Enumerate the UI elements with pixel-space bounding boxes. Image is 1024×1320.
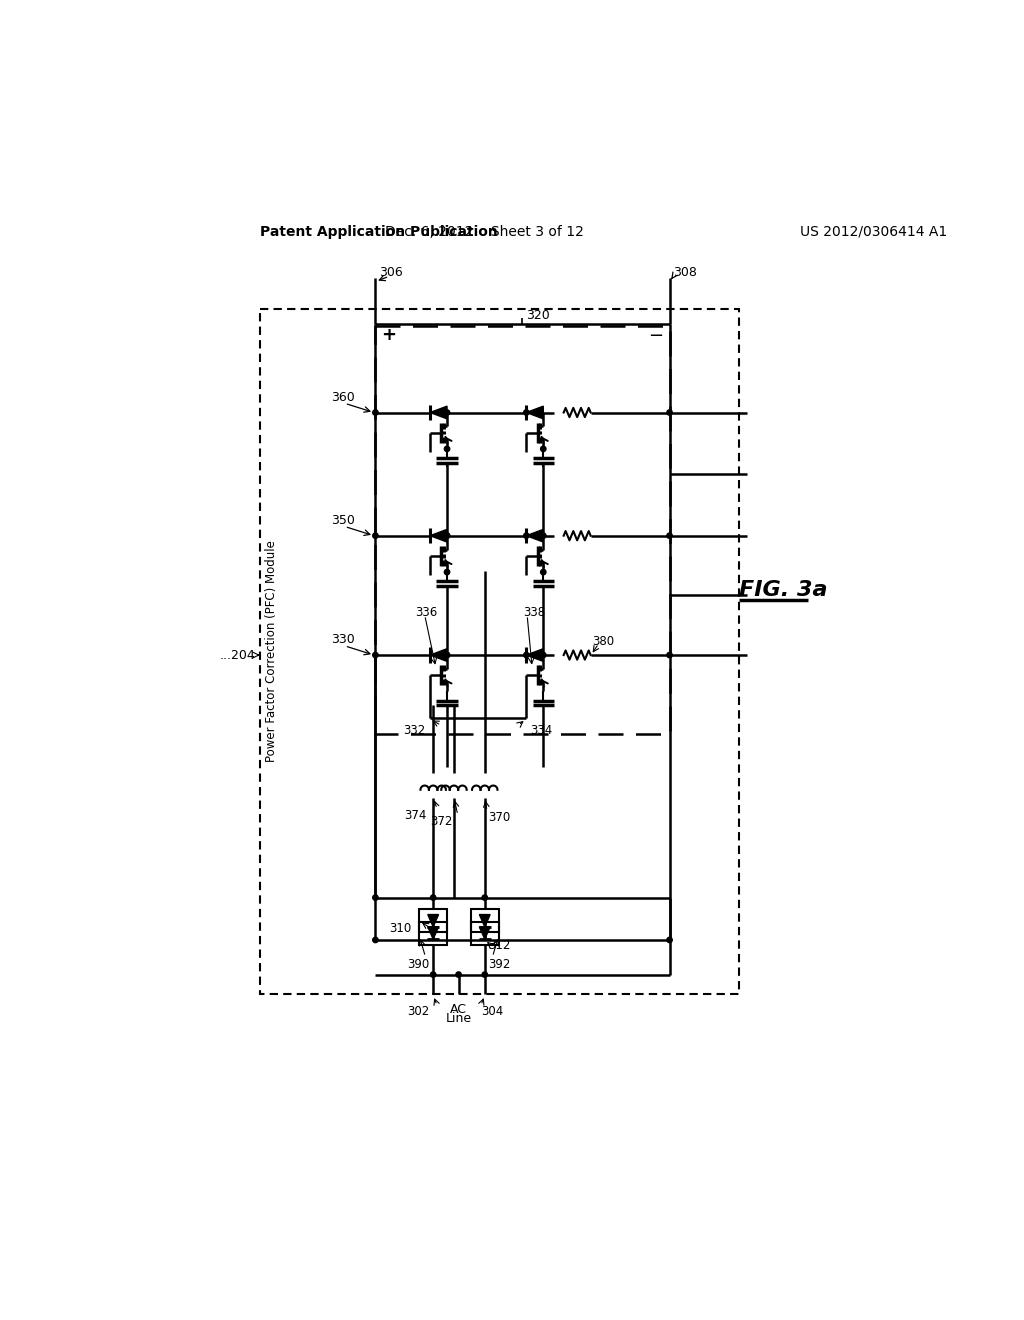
- Circle shape: [667, 533, 672, 539]
- Circle shape: [523, 533, 529, 539]
- Bar: [260, 309, 739, 994]
- Text: 338: 338: [523, 606, 546, 619]
- Text: Line: Line: [445, 1012, 472, 1026]
- Text: Dec. 6, 2012    Sheet 3 of 12: Dec. 6, 2012 Sheet 3 of 12: [385, 224, 585, 239]
- Text: 334: 334: [529, 723, 552, 737]
- Circle shape: [430, 972, 436, 977]
- Bar: [376, 326, 670, 734]
- Circle shape: [444, 446, 450, 451]
- Circle shape: [482, 895, 487, 900]
- Bar: [419, 909, 447, 932]
- Text: FIG. 3a: FIG. 3a: [739, 579, 827, 599]
- Text: 308: 308: [674, 265, 697, 279]
- Circle shape: [541, 533, 546, 539]
- Circle shape: [444, 533, 450, 539]
- Text: 350: 350: [331, 513, 354, 527]
- Text: 370: 370: [488, 812, 511, 825]
- Circle shape: [444, 569, 450, 574]
- Bar: [471, 923, 499, 945]
- Text: 332: 332: [403, 723, 426, 737]
- Text: AC: AC: [451, 1003, 467, 1016]
- Text: 304: 304: [481, 1006, 503, 1019]
- Text: US 2012/0306414 A1: US 2012/0306414 A1: [801, 224, 947, 239]
- Text: 320: 320: [526, 309, 550, 322]
- Polygon shape: [479, 915, 490, 927]
- Circle shape: [482, 972, 487, 977]
- Circle shape: [667, 937, 672, 942]
- Circle shape: [373, 895, 378, 900]
- Polygon shape: [526, 648, 544, 661]
- Circle shape: [430, 895, 436, 900]
- Polygon shape: [428, 927, 438, 940]
- Text: 302: 302: [408, 1006, 429, 1019]
- Circle shape: [444, 533, 450, 539]
- Text: 330: 330: [331, 634, 354, 647]
- Circle shape: [523, 652, 529, 657]
- Polygon shape: [428, 915, 438, 927]
- Text: 392: 392: [488, 958, 511, 970]
- Circle shape: [444, 409, 450, 416]
- Circle shape: [523, 409, 529, 416]
- Polygon shape: [430, 407, 447, 418]
- Polygon shape: [479, 927, 490, 940]
- Circle shape: [541, 569, 546, 574]
- Text: 306: 306: [379, 265, 403, 279]
- Text: 312: 312: [488, 939, 511, 952]
- Text: 310: 310: [389, 921, 412, 935]
- Polygon shape: [526, 407, 544, 418]
- Text: ...204: ...204: [219, 648, 255, 661]
- Polygon shape: [430, 648, 447, 661]
- Circle shape: [444, 652, 450, 657]
- Circle shape: [373, 652, 378, 657]
- Polygon shape: [526, 529, 544, 543]
- Circle shape: [667, 652, 672, 657]
- Circle shape: [373, 409, 378, 416]
- Circle shape: [541, 652, 546, 657]
- Text: Power Factor Correction (PFC) Module: Power Factor Correction (PFC) Module: [265, 540, 278, 762]
- Circle shape: [373, 533, 378, 539]
- Text: 390: 390: [408, 958, 429, 970]
- Text: +: +: [382, 326, 396, 345]
- Circle shape: [667, 409, 672, 416]
- Bar: [419, 923, 447, 945]
- Text: 374: 374: [404, 809, 427, 822]
- Polygon shape: [430, 529, 447, 543]
- Text: Patent Application Publication: Patent Application Publication: [260, 224, 498, 239]
- Text: 360: 360: [331, 391, 354, 404]
- Text: 336: 336: [416, 606, 437, 619]
- Text: −: −: [648, 326, 664, 345]
- Text: 380: 380: [593, 635, 614, 648]
- Circle shape: [541, 446, 546, 451]
- Bar: [471, 909, 499, 932]
- Circle shape: [373, 937, 378, 942]
- Circle shape: [456, 972, 461, 977]
- Circle shape: [444, 652, 450, 657]
- Text: 372: 372: [430, 816, 453, 828]
